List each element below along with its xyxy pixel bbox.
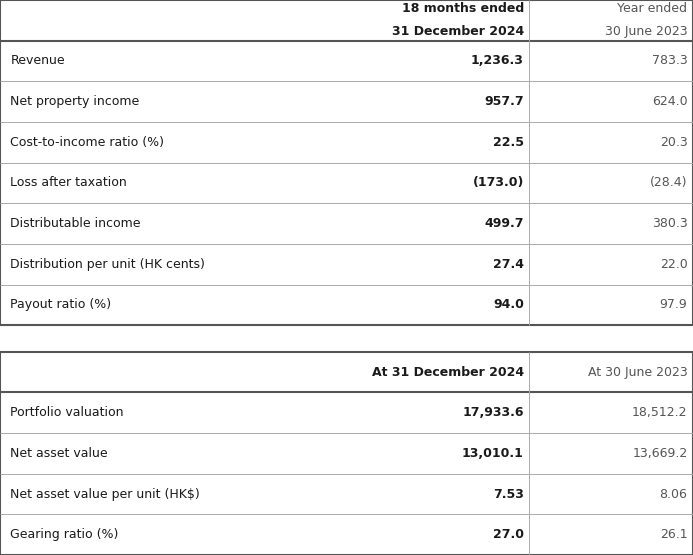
Text: (28.4): (28.4) <box>650 176 687 189</box>
Text: (173.0): (173.0) <box>473 176 524 189</box>
Text: At 30 June 2023: At 30 June 2023 <box>588 366 687 379</box>
Text: 94.0: 94.0 <box>493 299 524 311</box>
Text: 499.7: 499.7 <box>484 217 524 230</box>
Text: 783.3: 783.3 <box>651 54 687 68</box>
Text: 8.06: 8.06 <box>660 487 687 501</box>
Text: 13,669.2: 13,669.2 <box>632 447 687 460</box>
Text: 31 December 2024: 31 December 2024 <box>392 25 524 38</box>
Text: Revenue: Revenue <box>10 54 65 68</box>
Text: 20.3: 20.3 <box>660 136 687 149</box>
Text: 17,933.6: 17,933.6 <box>462 406 524 419</box>
Text: 97.9: 97.9 <box>660 299 687 311</box>
Text: Portfolio valuation: Portfolio valuation <box>10 406 124 419</box>
Text: 7.53: 7.53 <box>493 487 524 501</box>
Text: 13,010.1: 13,010.1 <box>462 447 524 460</box>
Text: 26.1: 26.1 <box>660 528 687 541</box>
Text: Gearing ratio (%): Gearing ratio (%) <box>10 528 119 541</box>
Text: 22.0: 22.0 <box>660 258 687 271</box>
Text: Cost-to-income ratio (%): Cost-to-income ratio (%) <box>10 136 164 149</box>
Text: 957.7: 957.7 <box>484 95 524 108</box>
Text: Distribution per unit (HK cents): Distribution per unit (HK cents) <box>10 258 205 271</box>
Text: 624.0: 624.0 <box>652 95 687 108</box>
Text: 1,236.3: 1,236.3 <box>471 54 524 68</box>
Text: 27.4: 27.4 <box>493 258 524 271</box>
Text: Net asset value: Net asset value <box>10 447 108 460</box>
Text: Distributable income: Distributable income <box>10 217 141 230</box>
Text: 18,512.2: 18,512.2 <box>632 406 687 419</box>
Text: Year ended: Year ended <box>617 2 687 16</box>
Text: 22.5: 22.5 <box>493 136 524 149</box>
Text: Loss after taxation: Loss after taxation <box>10 176 127 189</box>
Text: 27.0: 27.0 <box>493 528 524 541</box>
Text: Payout ratio (%): Payout ratio (%) <box>10 299 112 311</box>
Text: 18 months ended: 18 months ended <box>402 2 524 16</box>
Text: 30 June 2023: 30 June 2023 <box>605 25 687 38</box>
Text: Net asset value per unit (HK$): Net asset value per unit (HK$) <box>10 487 200 501</box>
Text: Net property income: Net property income <box>10 95 140 108</box>
Text: At 31 December 2024: At 31 December 2024 <box>371 366 524 379</box>
Text: 380.3: 380.3 <box>651 217 687 230</box>
